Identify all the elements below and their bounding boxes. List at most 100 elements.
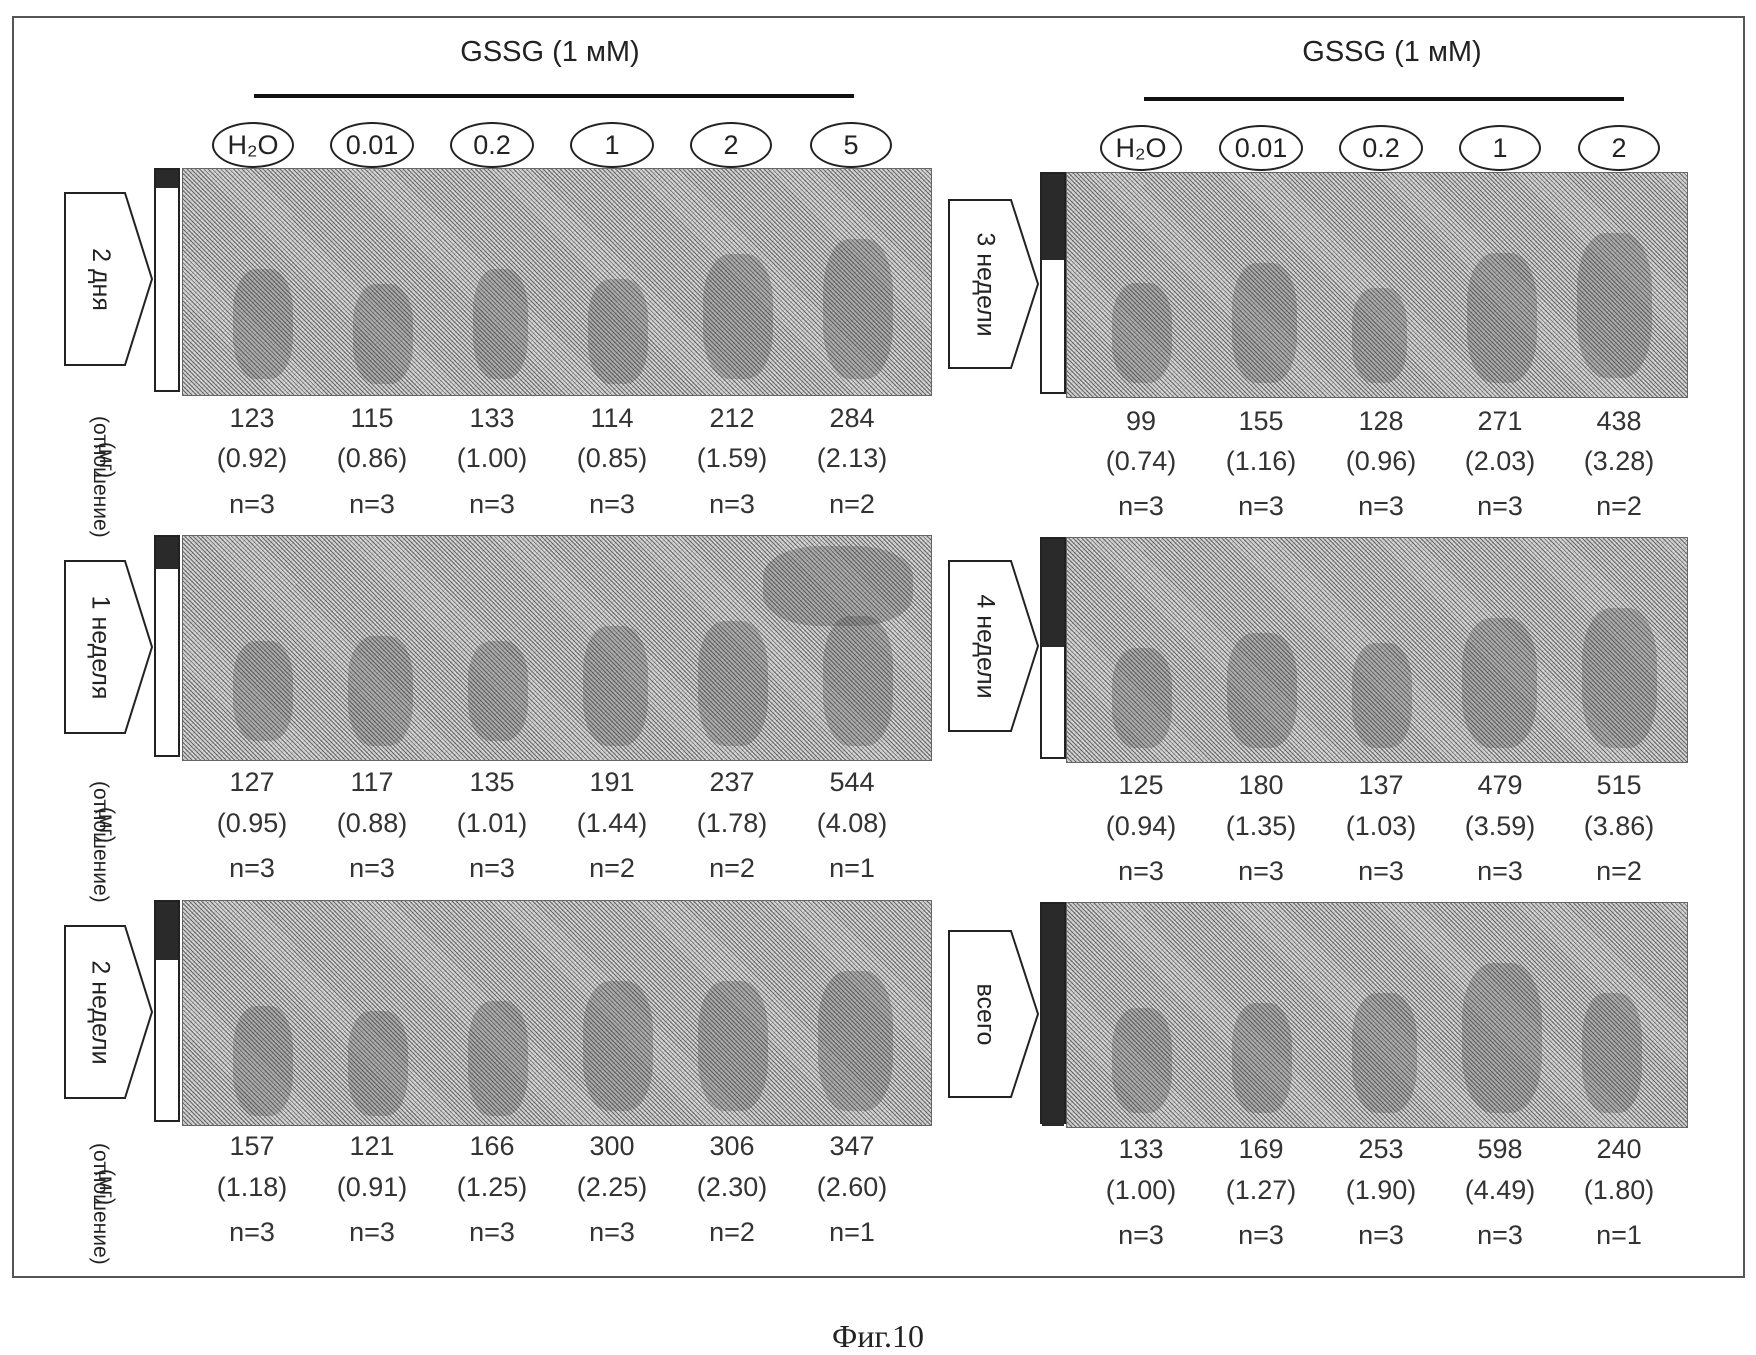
n-value: n=3 xyxy=(1206,1215,1316,1255)
ratio-value: (1.01) xyxy=(437,803,547,843)
n-value: n=3 xyxy=(1086,486,1196,526)
mass-value: 253 xyxy=(1326,1129,1436,1169)
ratio-value: (1.16) xyxy=(1206,441,1316,481)
ratio-value: (3.28) xyxy=(1564,441,1674,481)
mass-value: 598 xyxy=(1445,1129,1555,1169)
n-value: n=2 xyxy=(1564,486,1674,526)
ratio-value: (1.18) xyxy=(197,1167,307,1207)
panel-label-3-weeks: 3 недели xyxy=(948,199,1040,369)
ratio-value: (1.90) xyxy=(1326,1170,1436,1210)
mass-value: 515 xyxy=(1564,765,1674,805)
n-value: n=2 xyxy=(797,484,907,524)
right-conc-label-2: 2 xyxy=(1578,125,1660,171)
n-value: n=3 xyxy=(197,1212,307,1252)
left-conc-label-0.01: 0.01 xyxy=(330,122,414,168)
figure-caption: Фиг.10 xyxy=(0,1318,1756,1355)
left-conc-label-0.2: 0.2 xyxy=(450,122,534,168)
ratio-value: (2.60) xyxy=(797,1167,907,1207)
panel-label-2-weeks: 2 недели xyxy=(64,925,154,1099)
n-value: n=3 xyxy=(1326,851,1436,891)
mass-value: 114 xyxy=(557,398,667,438)
n-value: n=3 xyxy=(1326,486,1436,526)
ratio-value: (0.85) xyxy=(557,438,667,478)
mass-value: 479 xyxy=(1445,765,1555,805)
panel-photo-2-weeks xyxy=(182,900,932,1126)
right-conc-label-h2o: H₂O xyxy=(1100,125,1182,171)
n-value: n=3 xyxy=(1445,851,1555,891)
ratio-value: (0.91) xyxy=(317,1167,427,1207)
n-value: n=3 xyxy=(557,1212,667,1252)
n-value: n=2 xyxy=(677,1212,787,1252)
ratio-value: (2.03) xyxy=(1445,441,1555,481)
n-value: n=3 xyxy=(1086,1215,1196,1255)
mass-value: 300 xyxy=(557,1126,667,1166)
ratio-value: (0.94) xyxy=(1086,806,1196,846)
ratio-value: (1.00) xyxy=(1086,1170,1196,1210)
right-conc-label-0.01: 0.01 xyxy=(1219,125,1303,171)
ratio-value: (0.96) xyxy=(1326,441,1436,481)
scale-bar xyxy=(1040,172,1066,394)
n-value: n=3 xyxy=(677,484,787,524)
n-value: n=3 xyxy=(1445,1215,1555,1255)
ratio-value: (0.88) xyxy=(317,803,427,843)
mass-value: 115 xyxy=(317,398,427,438)
scale-bar xyxy=(1040,537,1066,759)
scale-bar xyxy=(1040,902,1066,1124)
panel-photo-3-weeks xyxy=(1066,172,1688,398)
mass-value: 544 xyxy=(797,762,907,802)
mass-value: 271 xyxy=(1445,401,1555,441)
panel-label-2-days: 2 дня xyxy=(64,192,154,366)
left-conc-label-h2o: H₂O xyxy=(212,122,294,168)
ratio-value: (0.92) xyxy=(197,438,307,478)
n-value: n=2 xyxy=(557,848,667,888)
mass-value: 284 xyxy=(797,398,907,438)
panel-photo-total xyxy=(1066,902,1688,1128)
ratio-value: (0.95) xyxy=(197,803,307,843)
n-value: n=3 xyxy=(437,848,547,888)
mass-value: 306 xyxy=(677,1126,787,1166)
panel-label-total: всего xyxy=(948,930,1040,1098)
n-value: n=3 xyxy=(1206,486,1316,526)
mass-value: 212 xyxy=(677,398,787,438)
mass-value: 125 xyxy=(1086,765,1196,805)
n-value: n=3 xyxy=(317,484,427,524)
mass-value: 166 xyxy=(437,1126,547,1166)
n-value: n=1 xyxy=(1564,1215,1674,1255)
right-conc-label-1: 1 xyxy=(1459,125,1541,171)
left-header: GSSG (1 мМ) xyxy=(250,36,850,69)
left-conc-label-1: 1 xyxy=(570,122,654,168)
mass-value: 133 xyxy=(1086,1129,1196,1169)
ratio-value: (1.59) xyxy=(677,438,787,478)
n-value: n=1 xyxy=(797,1212,907,1252)
scale-bar xyxy=(154,168,180,392)
ratio-value: (1.00) xyxy=(437,438,547,478)
mass-value: 123 xyxy=(197,398,307,438)
n-value: n=2 xyxy=(1564,851,1674,891)
mass-value: 347 xyxy=(797,1126,907,1166)
mass-value: 155 xyxy=(1206,401,1316,441)
y-label-ratio: (отношение) xyxy=(85,781,115,901)
y-label-ratio: (отношение) xyxy=(85,416,115,536)
mass-value: 240 xyxy=(1564,1129,1674,1169)
n-value: n=3 xyxy=(437,1212,547,1252)
right-conc-label-0.2: 0.2 xyxy=(1339,125,1423,171)
n-value: n=3 xyxy=(1086,851,1196,891)
ratio-value: (4.49) xyxy=(1445,1170,1555,1210)
mass-value: 121 xyxy=(317,1126,427,1166)
panel-photo-1-week xyxy=(182,535,932,761)
ratio-value: (1.03) xyxy=(1326,806,1436,846)
ratio-value: (1.35) xyxy=(1206,806,1316,846)
mass-value: 169 xyxy=(1206,1129,1316,1169)
right-header: GSSG (1 мМ) xyxy=(1092,36,1692,69)
left-header-line xyxy=(254,94,854,98)
ratio-value: (3.59) xyxy=(1445,806,1555,846)
mass-value: 237 xyxy=(677,762,787,802)
n-value: n=3 xyxy=(1445,486,1555,526)
scale-bar xyxy=(154,535,180,757)
panel-photo-2-days xyxy=(182,168,932,396)
ratio-value: (2.30) xyxy=(677,1167,787,1207)
n-value: n=3 xyxy=(317,848,427,888)
ratio-value: (1.80) xyxy=(1564,1170,1674,1210)
left-conc-label-5: 5 xyxy=(810,122,892,168)
ratio-value: (3.86) xyxy=(1564,806,1674,846)
